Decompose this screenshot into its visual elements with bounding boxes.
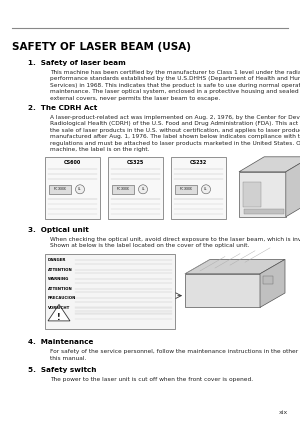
Text: 1.  Safety of laser beam: 1. Safety of laser beam: [28, 60, 126, 66]
Circle shape: [139, 185, 148, 194]
Bar: [175, 185, 197, 194]
Bar: [244, 209, 284, 214]
Text: SAFETY OF LASER BEAM (USA): SAFETY OF LASER BEAM (USA): [12, 42, 191, 52]
Text: VORSICHT: VORSICHT: [48, 306, 70, 310]
Bar: [108, 157, 163, 219]
Bar: [45, 157, 100, 219]
Polygon shape: [185, 274, 260, 307]
Bar: [49, 185, 71, 194]
Circle shape: [76, 185, 85, 194]
Text: !: !: [57, 313, 61, 322]
Circle shape: [202, 185, 211, 194]
Bar: [243, 182, 261, 207]
Text: FC XXXX: FC XXXX: [117, 187, 129, 191]
Text: DANGER: DANGER: [48, 258, 66, 262]
Text: 3.  Optical unit: 3. Optical unit: [28, 227, 89, 233]
Text: CS600: CS600: [64, 160, 81, 165]
Text: When checking the optical unit, avoid direct exposure to the laser beam, which i: When checking the optical unit, avoid di…: [50, 237, 300, 248]
Text: A laser-product-related act was implemented on Aug. 2, 1976, by the Center for D: A laser-product-related act was implemen…: [50, 115, 300, 152]
Bar: [112, 185, 134, 194]
Text: 5.  Safety switch: 5. Safety switch: [28, 367, 97, 373]
Text: For safety of the service personnel, follow the maintenance instructions in the : For safety of the service personnel, fol…: [50, 349, 300, 361]
Text: WARNING: WARNING: [48, 278, 69, 281]
Text: xix: xix: [279, 410, 288, 415]
Text: 4.  Maintenance: 4. Maintenance: [28, 340, 93, 346]
Text: PRECAUCION: PRECAUCION: [48, 296, 76, 300]
Text: 2.  The CDRH Act: 2. The CDRH Act: [28, 105, 97, 111]
Text: CS325: CS325: [127, 160, 144, 165]
Polygon shape: [239, 172, 286, 217]
Bar: [171, 157, 226, 219]
Bar: [45, 255, 175, 329]
Polygon shape: [260, 259, 285, 307]
Text: The power to the laser unit is cut off when the front cover is opened.: The power to the laser unit is cut off w…: [50, 377, 253, 382]
Text: CS232: CS232: [190, 160, 207, 165]
Text: ATTENTION: ATTENTION: [48, 268, 73, 272]
Polygon shape: [48, 304, 70, 321]
Text: This machine has been certified by the manufacturer to Class 1 level under the r: This machine has been certified by the m…: [50, 70, 300, 101]
Bar: [263, 276, 273, 284]
Text: FC XXXX: FC XXXX: [180, 187, 192, 191]
Polygon shape: [239, 157, 300, 172]
Polygon shape: [286, 157, 300, 217]
Text: FC XXXX: FC XXXX: [54, 187, 66, 191]
Polygon shape: [185, 259, 285, 274]
Text: ATTENTION: ATTENTION: [48, 287, 73, 291]
Text: UL: UL: [204, 187, 208, 191]
Text: UL: UL: [141, 187, 145, 191]
Text: UL: UL: [78, 187, 82, 191]
